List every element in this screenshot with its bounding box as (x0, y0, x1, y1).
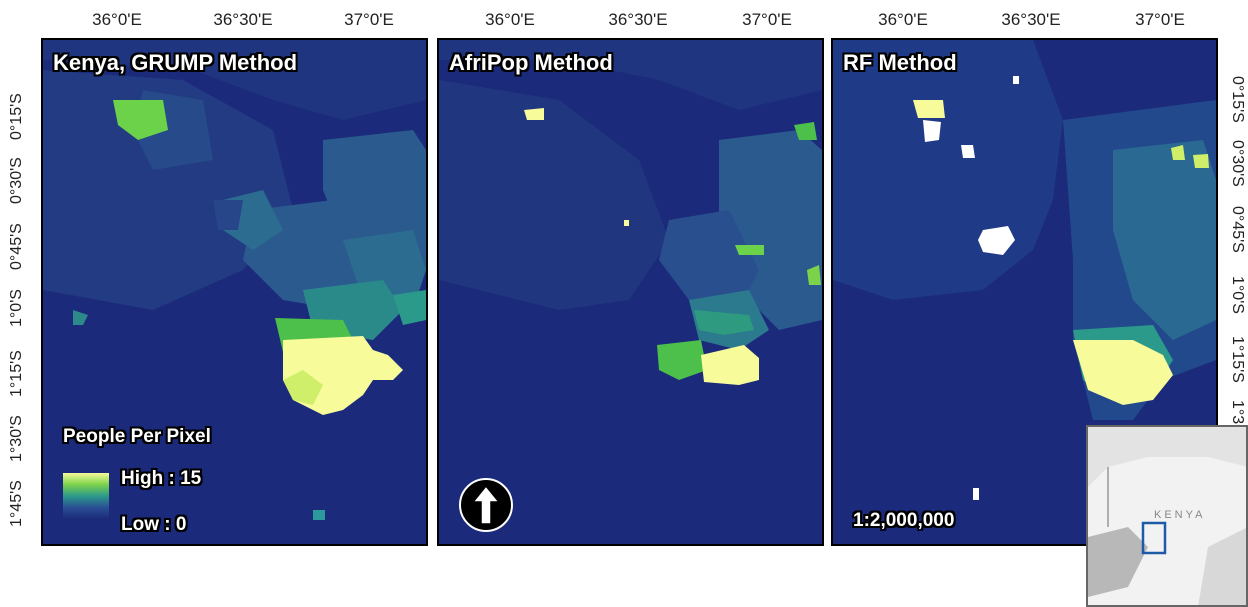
map-panel-afripop: AfriPop Method (437, 38, 824, 546)
grump-map-canvas (43, 40, 426, 544)
y-tick-left-7: 1°45'S (8, 480, 25, 527)
y-tick-right-2: 0°30'S (1229, 140, 1246, 187)
y-tick-left-6: 1°30'S (8, 415, 25, 462)
x-tick-panel2-3: 37°0'E (742, 10, 792, 29)
inset-locator-map: KENYA (1086, 425, 1248, 607)
y-tick-right-5: 1°15'S (1229, 336, 1246, 383)
y-tick-right-3: 0°45'S (1229, 206, 1246, 253)
panel-title-grump: Kenya, GRUMP Method (53, 50, 298, 75)
panel-title-afripop: AfriPop Method (449, 50, 613, 75)
x-tick-panel2-2: 36°30'E (608, 10, 668, 29)
x-tick-panel3-1: 36°0'E (878, 10, 928, 29)
x-tick-panel2-1: 36°0'E (485, 10, 535, 29)
x-tick-panel1-1: 36°0'E (92, 10, 142, 29)
y-tick-right-4: 1°0'S (1229, 276, 1246, 314)
x-tick-panel3-3: 37°0'E (1135, 10, 1185, 29)
north-arrow-icon (459, 478, 513, 532)
y-tick-left-2: 0°30'S (8, 157, 25, 204)
legend-high-label: High : 15 (121, 468, 202, 489)
legend-title: People Per Pixel (63, 426, 211, 447)
y-tick-left-1: 0°15'S (8, 93, 25, 140)
panel-title-rf: RF Method (843, 50, 957, 75)
map-panel-grump: Kenya, GRUMP Method People Per Pixel Hig… (41, 38, 428, 546)
map-scale: 1:2,000,000 (853, 510, 955, 531)
y-tick-left-5: 1°15'S (8, 350, 25, 397)
map-panel-rf: RF Method 1:2,000,000 (831, 38, 1218, 546)
afripop-map-canvas (439, 40, 822, 544)
inset-extent-box (1141, 521, 1167, 555)
inset-country-label: KENYA (1154, 509, 1206, 521)
x-tick-panel3-2: 36°30'E (1001, 10, 1061, 29)
y-tick-left-4: 1°0'S (8, 289, 25, 327)
legend-low-label: Low : 0 (121, 514, 187, 535)
x-tick-panel1-2: 36°30'E (213, 10, 273, 29)
legend-gradient (63, 473, 109, 519)
x-tick-panel1-3: 37°0'E (344, 10, 394, 29)
inset-map-canvas (1088, 427, 1246, 605)
y-tick-right-1: 0°15'S (1229, 76, 1246, 123)
y-tick-left-3: 0°45'S (8, 223, 25, 270)
